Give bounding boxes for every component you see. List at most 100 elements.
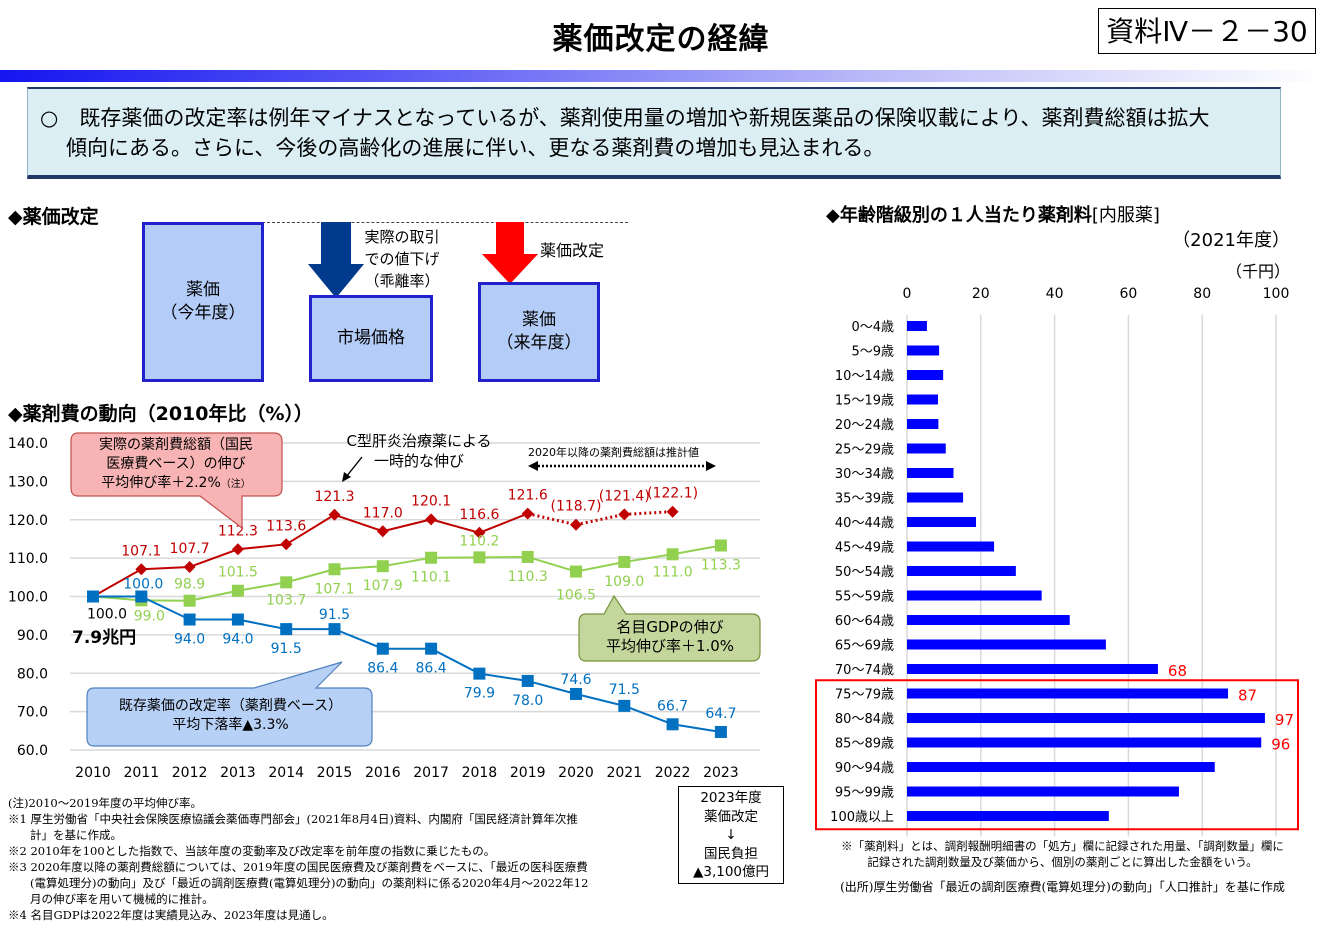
series-segment (237, 618, 287, 631)
summary-line-1: ○ 既存薬価の改定率は例年マイナスとなっているが、薬剤使用量の増加や新規医薬品の… (40, 106, 1210, 130)
data-point-square (376, 642, 389, 655)
arrow1-caption-line1: 実際の取引 (364, 228, 440, 246)
data-point-square (714, 539, 727, 552)
callout-green-shape (578, 595, 761, 662)
callout-red-note: （注） (220, 479, 251, 490)
data-label: 71.5 (609, 682, 640, 698)
bar (907, 492, 964, 503)
callout-red-line2: 医療費ベース）の伸び (106, 456, 246, 472)
series-segment (189, 589, 239, 602)
bar-chart-subtitle: （2021年度） (1172, 230, 1290, 251)
series-segment (527, 556, 577, 573)
series-segment (672, 723, 722, 733)
burden-box: 2023年度 薬価改定 ↓ 国民負担 ▲3,100億円 (678, 786, 784, 884)
category-label: 45～49歳 (835, 541, 894, 556)
burden-arrow-icon: ↓ (725, 827, 737, 843)
y-tick-label: 90.0 (17, 628, 48, 644)
x-tick-label: 2020 (558, 765, 594, 781)
bar (907, 811, 1109, 821)
category-label: 70～74歳 (835, 663, 894, 678)
category-label: 25～29歳 (835, 443, 894, 458)
document-number: 資料Ⅳ－２－30 (1098, 8, 1316, 54)
bar (907, 394, 938, 405)
hepc-annotation-line1: C型肝炎治療薬による (346, 432, 492, 450)
line-chart-x-ticks: 2010 2011 2012 2013 2014 2015 2016 2017 2018 2019… (75, 765, 739, 781)
category-label: 85～89歳 (835, 737, 894, 752)
line-chart-y-ticks: 60.0 70.0 80.0 90.0 100.0 110.0 120.0 130.0 140.… (8, 436, 48, 759)
data-label: 110.3 (508, 569, 548, 585)
burden-line4: 国民負担 (704, 845, 758, 862)
series-segment (624, 510, 673, 516)
page-title: 薬価改定の経緯 (552, 22, 770, 57)
data-label: (122.1) (647, 486, 698, 502)
bar (907, 713, 1265, 723)
data-point-square (425, 642, 438, 655)
footnotes: (注)2010～2019年度の平均伸び率。 ※1 厚生労働省「中央社会保険医療協… (8, 795, 668, 923)
data-point-diamond (231, 543, 244, 556)
data-point-diamond (666, 505, 679, 518)
category-label: 35～39歳 (835, 492, 894, 507)
data-point-square (714, 725, 727, 738)
data-label: 113.6 (266, 518, 306, 534)
data-label: 96 (1271, 736, 1290, 754)
callout-red-line3: 平均伸び率＋2.2%（注） (70, 474, 282, 494)
bar (907, 762, 1215, 772)
x-tick-label: 2016 (365, 765, 401, 781)
summary-box: ○ 既存薬価の改定率は例年マイナスとなっているが、薬剤使用量の増加や新規医薬品の… (27, 87, 1281, 179)
data-label: 107.1 (314, 581, 354, 597)
category-label: 95～99歳 (835, 786, 894, 801)
data-label: 66.7 (657, 698, 688, 714)
category-label: 80～84歳 (835, 712, 894, 727)
data-point-diamond (328, 508, 341, 521)
series-segment (672, 544, 722, 556)
bar-chart-source: (出所)厚生労働省「最近の調剤医療費(電算処理分)の動向」「人口推計」を基に作成 (840, 880, 1285, 894)
data-label: 64.7 (705, 706, 736, 722)
x-tick-label: 2019 (510, 765, 546, 781)
data-point-square (473, 551, 486, 564)
data-point-square (328, 623, 341, 636)
footnote-1b: 計」を基に作成。 (30, 828, 122, 842)
series-segment (527, 679, 577, 695)
reference-dashed-line (262, 222, 628, 223)
footnote-0: (注)2010～2019年度の平均伸び率。 (8, 796, 203, 810)
data-label: 111.0 (653, 564, 693, 580)
hepc-arrow-icon (342, 456, 363, 482)
bar-chart-category-labels: 0～4歳 5～9歳 10～14歳 15～19歳 20～24歳 25～29歳 30～34歳 35… (830, 320, 894, 825)
bar (907, 321, 927, 331)
bar (907, 688, 1229, 699)
data-point-square (666, 548, 679, 561)
bar-chart-data-labels: 68 87 97 96 (1168, 662, 1294, 754)
arrow1-caption-line3: （乖離率） (364, 272, 440, 290)
data-point-square (231, 584, 244, 597)
callout-red-text: 実際の薬剤費総額（国民 医療費ベース）の伸び 平均伸び率＋2.2%（注） (70, 436, 282, 494)
box-current-price: 薬価 （今年度） (142, 222, 264, 382)
y-tick-label: 110.0 (8, 551, 48, 567)
data-label: 113.3 (701, 557, 741, 573)
data-label: 121.6 (508, 488, 548, 504)
data-label: 116.6 (459, 507, 499, 523)
data-point-diamond (521, 507, 534, 520)
bar (907, 664, 1158, 674)
box-next-price: 薬価 （来年度） (478, 282, 600, 382)
data-point-square (521, 550, 534, 563)
footnote-3a: ※3 2020年度以降の薬剤費総額については、2019年度の国民医療費及び薬剤費… (8, 860, 588, 874)
y-tick-label: 100.0 (8, 590, 48, 606)
x-tick-label: 40 (1046, 286, 1064, 302)
data-label: 86.4 (367, 661, 398, 677)
x-tick-label: 2023 (703, 765, 739, 781)
data-point-diamond (280, 538, 293, 551)
callout-green-line1: 名目GDPの伸び (616, 618, 724, 636)
data-point-square (666, 718, 679, 731)
data-point-diamond (473, 526, 486, 539)
data-point-square (183, 594, 196, 607)
y-tick-label: 140.0 (8, 436, 48, 452)
data-point-square (425, 551, 438, 564)
bar (907, 370, 944, 380)
x-tick-label: 2014 (268, 765, 304, 781)
data-label: 74.6 (560, 672, 591, 688)
x-tick-label: 20 (972, 286, 990, 302)
callout-green-line2: 平均伸び率＋1.0% (605, 637, 735, 655)
series-segment (334, 513, 384, 533)
category-label: 40～44歳 (835, 516, 894, 531)
box-market-price: 市場価格 (309, 295, 433, 382)
